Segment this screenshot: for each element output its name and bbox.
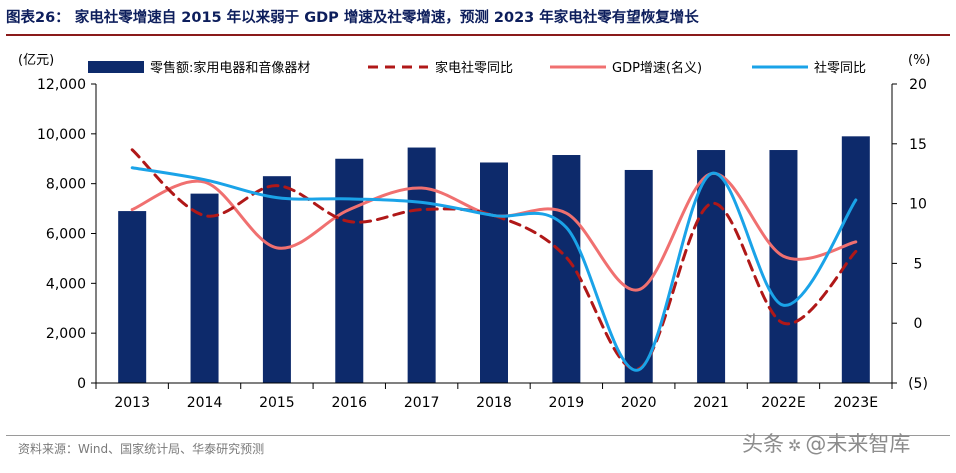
x-tick-label: 2017 bbox=[404, 395, 440, 411]
y-left-tick-label: 0 bbox=[77, 376, 86, 392]
title-divider bbox=[6, 34, 950, 36]
bar bbox=[480, 162, 508, 383]
bar bbox=[552, 155, 581, 383]
figure-title: 图表26： 家电社零增速自 2015 年以来弱于 GDP 增速及社零增速，预测 … bbox=[6, 10, 699, 26]
legend-label-bar: 零售额:家用电器和音像器材 bbox=[150, 60, 310, 76]
series-line-retail-yoy bbox=[130, 166, 858, 372]
series-line-appliance-retail-yoy bbox=[130, 148, 858, 371]
y-left-tick-label: 6,000 bbox=[46, 227, 86, 243]
watermark: 头条 ✲ @未来智库 bbox=[742, 428, 910, 458]
y-right-label: (%) bbox=[908, 53, 931, 68]
y-left-tick-label: 10,000 bbox=[37, 127, 86, 143]
x-tick-label: 2015 bbox=[259, 395, 295, 411]
bar bbox=[190, 193, 219, 383]
watermark-logo-icon: ✲ bbox=[788, 436, 802, 455]
y-left-tick-label: 12,000 bbox=[37, 77, 86, 93]
watermark-prefix: 头条 bbox=[742, 432, 784, 456]
x-tick-label: 2014 bbox=[187, 395, 223, 411]
x-tick-label: 2020 bbox=[621, 395, 657, 411]
chart: 零售额:家用电器和音像器材 家电社零同比 GDP增速(名义) 社零同比 (亿元)… bbox=[18, 53, 931, 411]
y-right-tick-label: 15 bbox=[909, 137, 927, 153]
x-tick-label: 2018 bbox=[476, 395, 512, 411]
x-tick-label: 2023E bbox=[834, 395, 878, 411]
legend-label-gdp: GDP增速(名义) bbox=[612, 60, 702, 76]
x-tick-label: 2019 bbox=[549, 395, 585, 411]
y-right-tick-label: (5) bbox=[908, 376, 928, 392]
legend-label-dashed: 家电社零同比 bbox=[435, 60, 513, 76]
y-right-tick-label: 5 bbox=[914, 256, 923, 272]
x-tick-label: 2013 bbox=[114, 395, 150, 411]
bar bbox=[841, 136, 870, 383]
y-left-tick-label: 4,000 bbox=[46, 276, 86, 292]
bar bbox=[407, 147, 436, 383]
y-left-label: (亿元) bbox=[18, 53, 54, 68]
source-note: 资料来源：Wind、国家统计局、华泰研究预测 bbox=[18, 442, 265, 456]
legend: 零售额:家用电器和音像器材 家电社零同比 GDP增速(名义) 社零同比 bbox=[88, 60, 866, 76]
bar bbox=[335, 158, 364, 383]
footer-divider bbox=[6, 435, 950, 436]
bar bbox=[118, 211, 147, 383]
y-left-tick-label: 2,000 bbox=[46, 326, 86, 342]
y-right-tick-label: 0 bbox=[914, 316, 923, 332]
legend-label-retail: 社零同比 bbox=[814, 60, 866, 76]
y-right-tick-label: 20 bbox=[909, 77, 927, 93]
y-left-tick-label: 8,000 bbox=[46, 177, 86, 193]
bar bbox=[262, 176, 291, 383]
watermark-handle: @未来智库 bbox=[805, 432, 911, 456]
x-tick-label: 2021 bbox=[693, 395, 729, 411]
y-right-tick-label: 10 bbox=[909, 197, 927, 213]
bar bbox=[769, 150, 798, 383]
x-tick-label: 2022E bbox=[761, 395, 805, 411]
bar bbox=[624, 169, 653, 383]
chart-marks: 0 2,000 4,000 6,000 8,000 10,000 12,000 (5) 0 5 10… bbox=[37, 77, 928, 411]
x-tick-label: 2016 bbox=[331, 395, 367, 411]
legend-swatch-bar bbox=[88, 61, 144, 73]
